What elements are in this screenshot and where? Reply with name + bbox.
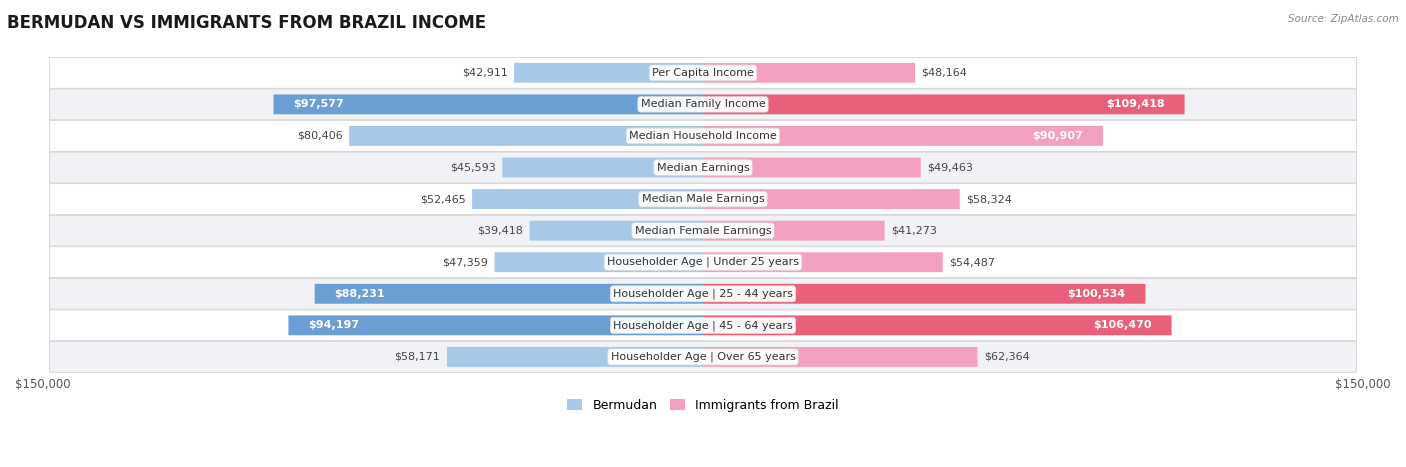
FancyBboxPatch shape: [49, 152, 1357, 183]
FancyBboxPatch shape: [703, 63, 915, 83]
Text: $45,593: $45,593: [450, 163, 496, 172]
Text: BERMUDAN VS IMMIGRANTS FROM BRAZIL INCOME: BERMUDAN VS IMMIGRANTS FROM BRAZIL INCOM…: [7, 14, 486, 32]
FancyBboxPatch shape: [49, 120, 1357, 151]
FancyBboxPatch shape: [703, 284, 1146, 304]
Text: $106,470: $106,470: [1094, 320, 1152, 330]
Text: $90,907: $90,907: [1032, 131, 1083, 141]
Text: $58,171: $58,171: [395, 352, 440, 362]
FancyBboxPatch shape: [502, 157, 703, 177]
FancyBboxPatch shape: [49, 57, 1357, 88]
Text: $39,418: $39,418: [477, 226, 523, 236]
Text: $62,364: $62,364: [984, 352, 1029, 362]
FancyBboxPatch shape: [703, 252, 943, 272]
Text: $47,359: $47,359: [441, 257, 488, 267]
FancyBboxPatch shape: [274, 94, 703, 114]
Text: Median Household Income: Median Household Income: [628, 131, 778, 141]
Text: $42,911: $42,911: [461, 68, 508, 78]
FancyBboxPatch shape: [447, 347, 703, 367]
Text: $88,231: $88,231: [335, 289, 385, 299]
Text: $54,487: $54,487: [949, 257, 995, 267]
FancyBboxPatch shape: [49, 341, 1357, 372]
FancyBboxPatch shape: [530, 221, 703, 241]
Text: $109,418: $109,418: [1107, 99, 1164, 109]
Text: Per Capita Income: Per Capita Income: [652, 68, 754, 78]
Text: $41,273: $41,273: [891, 226, 938, 236]
Text: Householder Age | Under 25 years: Householder Age | Under 25 years: [607, 257, 799, 268]
Text: $100,534: $100,534: [1067, 289, 1126, 299]
Text: $49,463: $49,463: [928, 163, 973, 172]
FancyBboxPatch shape: [49, 247, 1357, 277]
FancyBboxPatch shape: [288, 315, 703, 335]
Text: $52,465: $52,465: [420, 194, 465, 204]
FancyBboxPatch shape: [49, 89, 1357, 120]
Text: Householder Age | Over 65 years: Householder Age | Over 65 years: [610, 352, 796, 362]
Text: $58,324: $58,324: [966, 194, 1012, 204]
Text: $97,577: $97,577: [294, 99, 344, 109]
FancyBboxPatch shape: [349, 126, 703, 146]
Text: $94,197: $94,197: [308, 320, 360, 330]
Text: $80,406: $80,406: [297, 131, 343, 141]
FancyBboxPatch shape: [703, 347, 977, 367]
Text: Householder Age | 25 - 44 years: Householder Age | 25 - 44 years: [613, 289, 793, 299]
FancyBboxPatch shape: [49, 215, 1357, 246]
FancyBboxPatch shape: [703, 189, 960, 209]
Text: Householder Age | 45 - 64 years: Householder Age | 45 - 64 years: [613, 320, 793, 331]
Text: Median Male Earnings: Median Male Earnings: [641, 194, 765, 204]
FancyBboxPatch shape: [495, 252, 703, 272]
Text: $48,164: $48,164: [921, 68, 967, 78]
FancyBboxPatch shape: [472, 189, 703, 209]
FancyBboxPatch shape: [703, 221, 884, 241]
FancyBboxPatch shape: [49, 310, 1357, 341]
FancyBboxPatch shape: [515, 63, 703, 83]
FancyBboxPatch shape: [703, 94, 1185, 114]
FancyBboxPatch shape: [49, 278, 1357, 309]
FancyBboxPatch shape: [703, 157, 921, 177]
Legend: Bermudan, Immigrants from Brazil: Bermudan, Immigrants from Brazil: [562, 394, 844, 417]
Text: Source: ZipAtlas.com: Source: ZipAtlas.com: [1288, 14, 1399, 24]
Text: Median Female Earnings: Median Female Earnings: [634, 226, 772, 236]
Text: Median Family Income: Median Family Income: [641, 99, 765, 109]
FancyBboxPatch shape: [315, 284, 703, 304]
Text: Median Earnings: Median Earnings: [657, 163, 749, 172]
FancyBboxPatch shape: [703, 315, 1171, 335]
FancyBboxPatch shape: [703, 126, 1104, 146]
FancyBboxPatch shape: [49, 184, 1357, 214]
